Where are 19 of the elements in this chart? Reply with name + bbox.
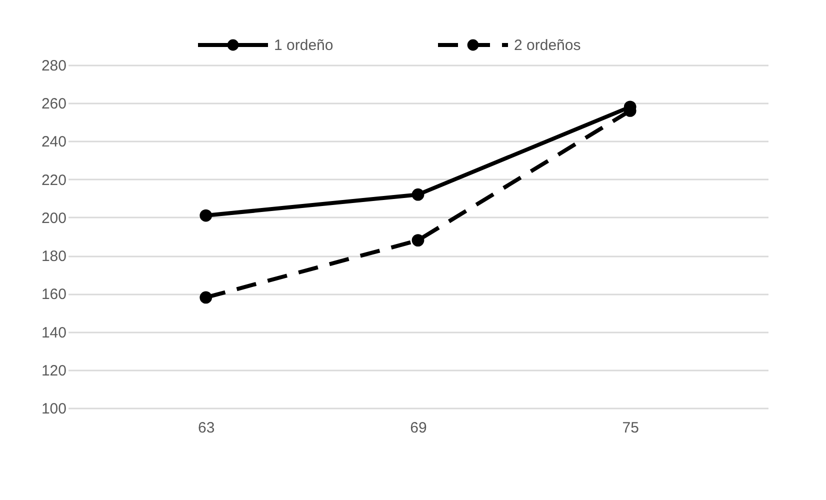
y-tick-label: 220 (41, 172, 66, 189)
y-tick-label: 240 (41, 134, 66, 151)
point (412, 188, 424, 201)
x-tick-label: 69 (410, 420, 427, 436)
point (200, 291, 212, 304)
y-tick-label: 280 (41, 58, 66, 74)
y-tick-label: 200 (41, 210, 66, 227)
legend-label: 2 ordeños (514, 37, 581, 54)
point (412, 234, 424, 246)
x-tick-label: 75 (622, 420, 639, 436)
legend-label: 1 ordeño (274, 37, 334, 54)
point (200, 209, 212, 222)
y-tick-label: 120 (41, 362, 66, 380)
y-tick-label: 260 (41, 96, 66, 113)
y-tick-label: 140 (41, 324, 66, 342)
y-tick-label: 180 (41, 248, 66, 266)
x-tick-label: 63 (198, 420, 215, 436)
y-tick-label: 100 (41, 400, 66, 418)
y-tick-label: 160 (41, 286, 66, 304)
